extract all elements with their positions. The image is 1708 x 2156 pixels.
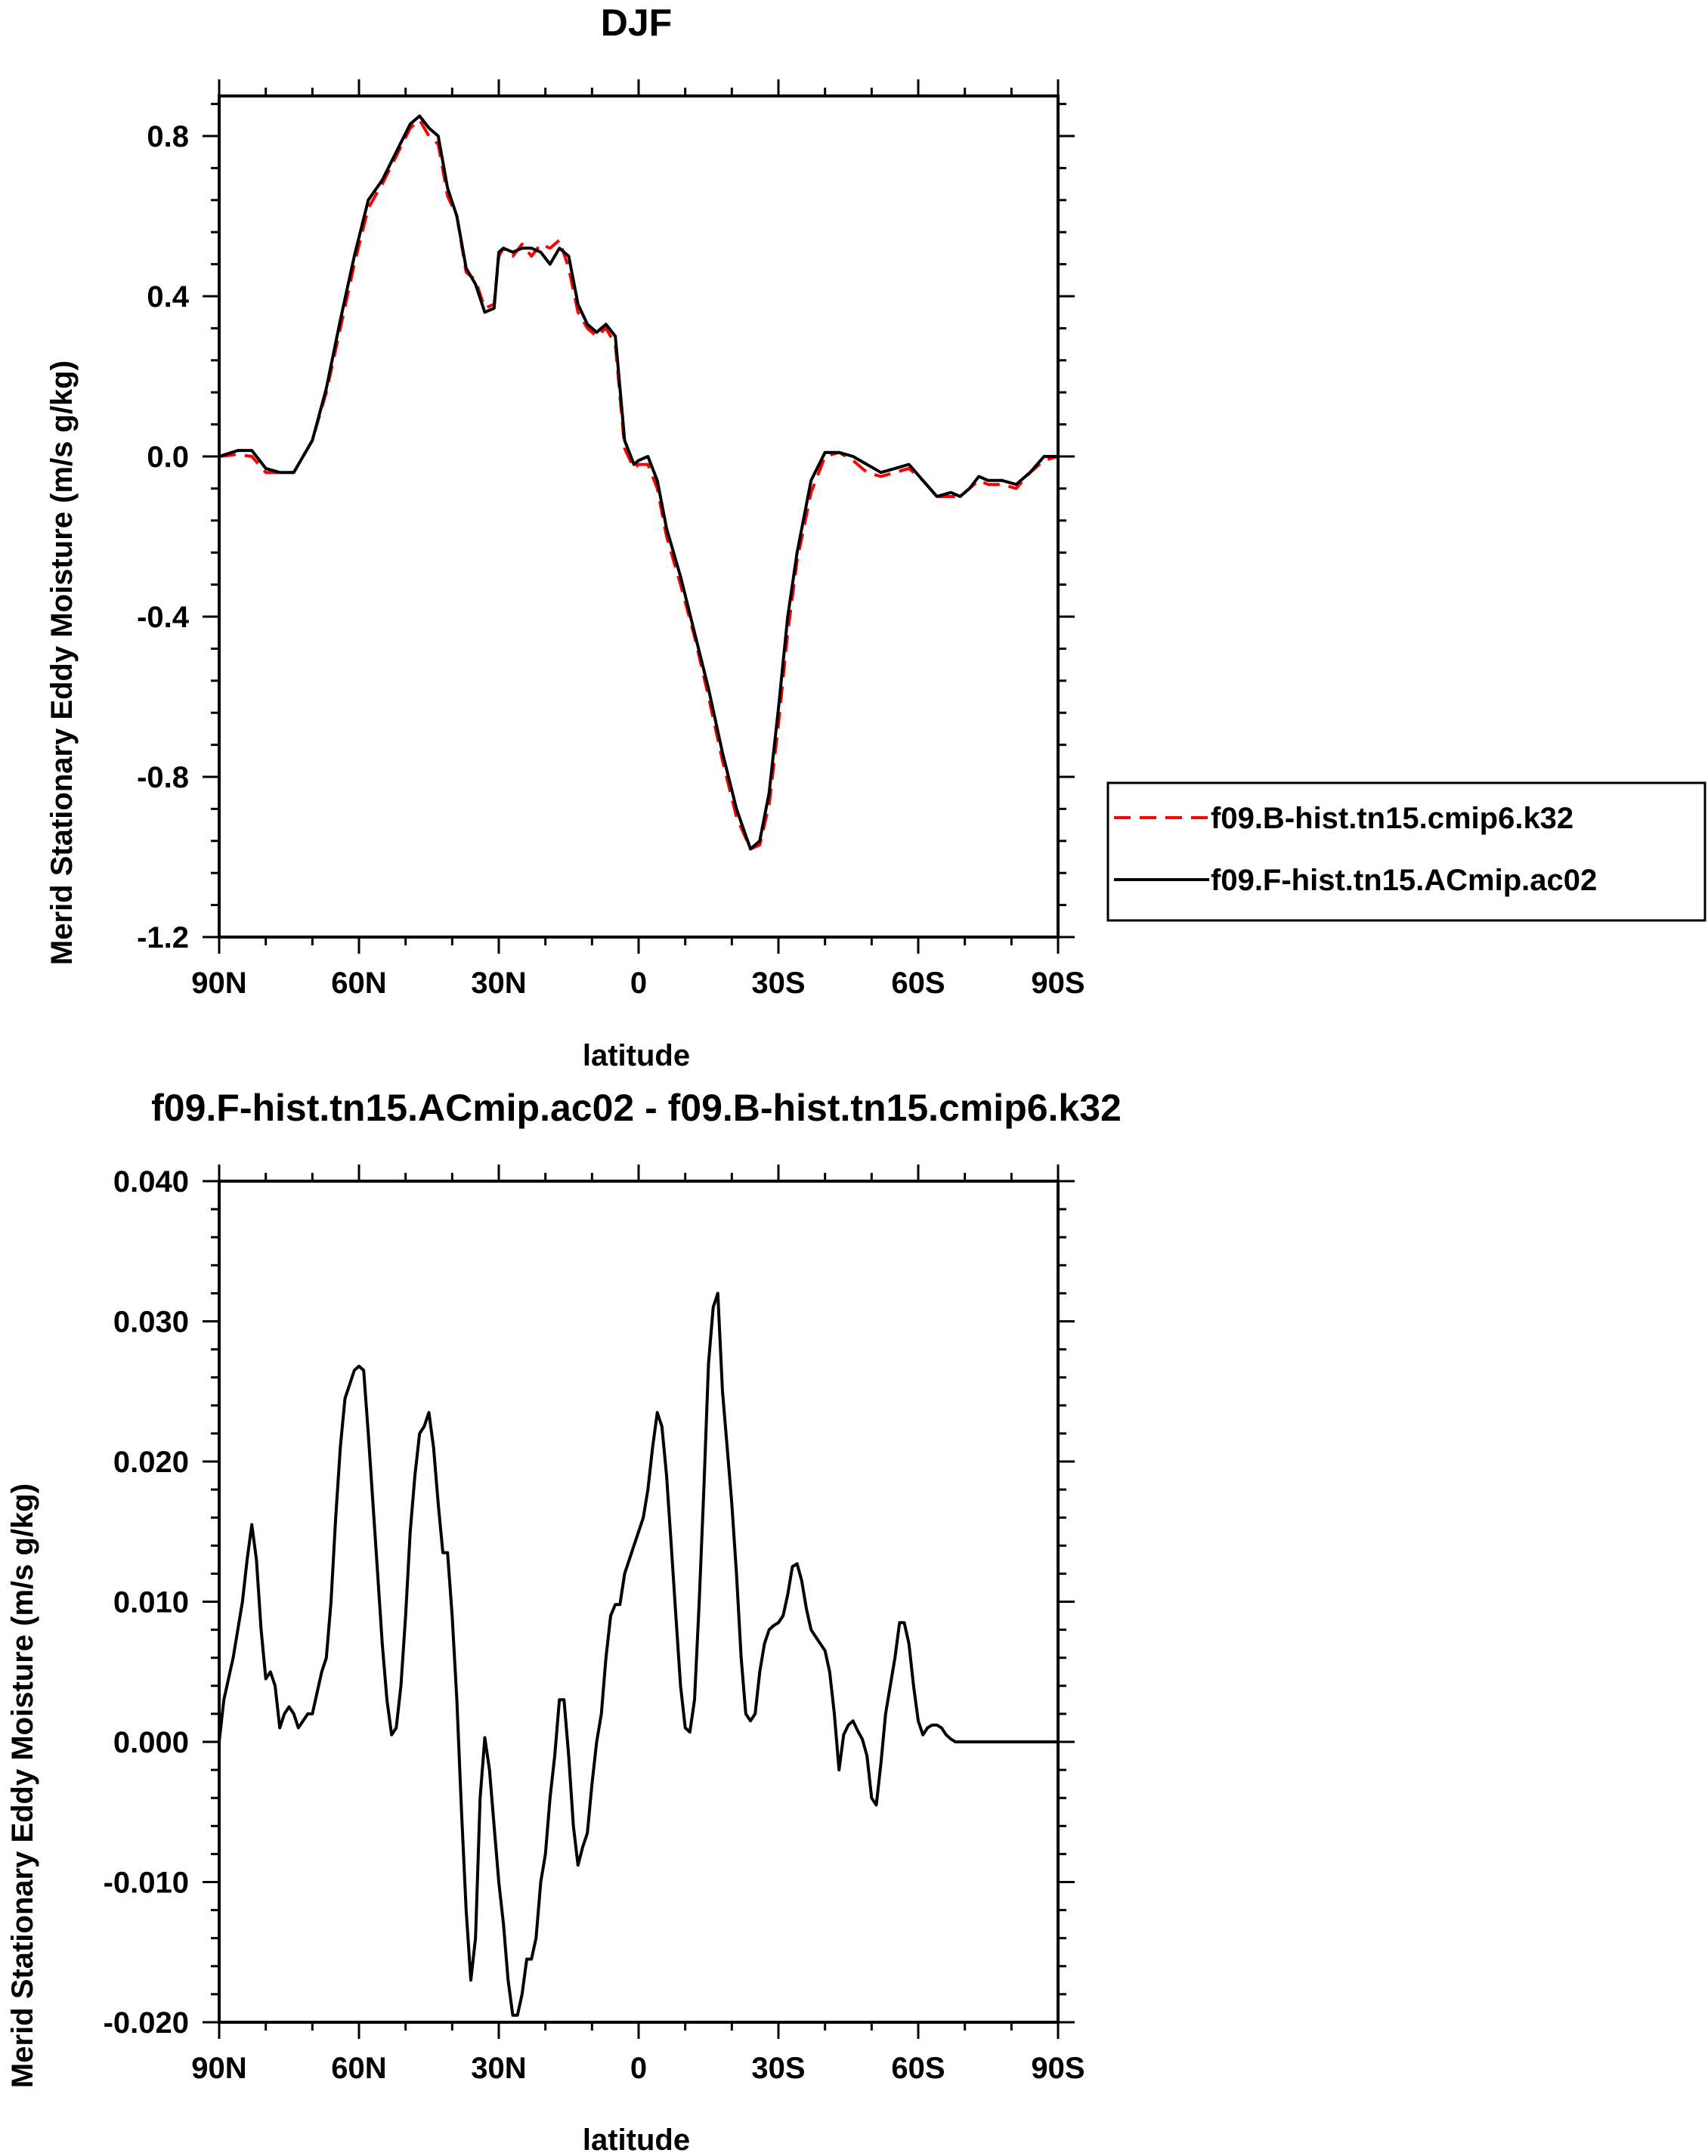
y-axis-label: Merid Stationary Eddy Moisture (m/s g/kg…: [45, 360, 79, 965]
y-tick-label: -0.8: [137, 761, 189, 794]
x-tick-label: 30S: [751, 2052, 805, 2085]
x-tick-label: 0: [630, 967, 647, 1000]
plot-area: [218, 114, 1059, 851]
x-tick-label: 60S: [891, 2052, 945, 2085]
y-tick-label: 0.000: [113, 1726, 189, 1759]
legend-label-f-hist: f09.F-hist.tn15.ACmip.ac02: [1211, 864, 1597, 897]
y-tick-label: 0.4: [147, 280, 189, 314]
x-tick-label: 60N: [331, 967, 386, 1000]
plot-frame: [218, 1180, 1060, 2024]
x-axis-label: latitude: [583, 1039, 690, 1072]
series-line-0: [218, 1291, 1058, 2017]
x-tick-label: 0: [630, 2052, 647, 2085]
x-tick-label: 90S: [1031, 2052, 1085, 2085]
y-tick-label: 0.8: [147, 120, 189, 153]
y-tick-label: 0.0: [147, 441, 189, 474]
x-tick-label: 60N: [331, 2052, 386, 2085]
x-axis: 90N 60N 30N 0 30S 60S 90S: [191, 79, 1085, 1000]
plot-frame: [218, 94, 1060, 939]
series-line-0: [218, 118, 1059, 851]
y-tick-label: -0.4: [137, 601, 190, 634]
legend: f09.B-hist.tn15.cmip6.k32 f09.F-hist.tn1…: [1106, 781, 1706, 922]
x-axis: 90N 60N 30N 0 30S 60S 90S: [191, 1165, 1085, 2085]
panel-top: DJF 0.8 0.4 0.0 -0.4 -0.8 -1.2 90N 60N 30N 0 30S 6…: [45, 2, 1085, 1072]
x-tick-label: 90N: [191, 967, 246, 1000]
legend-label-b-hist: f09.B-hist.tn15.cmip6.k32: [1211, 802, 1573, 835]
x-tick-label: 30N: [471, 2052, 526, 2085]
panel-bottom: f09.F-hist.tn15.ACmip.ac02 - f09.B-hist.…: [6, 1087, 1122, 2156]
x-tick-label: 90N: [191, 2052, 246, 2085]
y-axis-label: Merid Stationary Eddy Moisture (m/s g/kg…: [6, 1483, 39, 2088]
y-tick-label: 0.020: [113, 1446, 189, 1479]
y-tick-label: -0.010: [104, 1867, 189, 1900]
x-tick-label: 90S: [1031, 967, 1085, 1000]
y-tick-label: 0.040: [113, 1165, 189, 1199]
x-axis-label: latitude: [583, 2124, 690, 2156]
chart-title: DJF: [601, 2, 672, 44]
y-tick-label: -1.2: [137, 921, 189, 954]
x-tick-label: 30N: [471, 967, 526, 1000]
series-line-1: [218, 114, 1058, 851]
y-axis: 0.040 0.030 0.020 0.010 0.000 -0.010 -0.020: [104, 1165, 1075, 2040]
legend-box: [1106, 781, 1706, 922]
x-tick-label: 30S: [751, 967, 805, 1000]
y-tick-label: 0.010: [113, 1586, 189, 1619]
x-tick-label: 60S: [891, 967, 945, 1000]
y-tick-label: -0.020: [104, 2006, 189, 2040]
chart-title-difference: f09.F-hist.tn15.ACmip.ac02 - f09.B-hist.…: [151, 1087, 1122, 1129]
plot-area: [218, 1291, 1058, 2017]
y-tick-label: 0.030: [113, 1306, 189, 1339]
y-axis: 0.8 0.4 0.0 -0.4 -0.8 -1.2: [137, 103, 1075, 954]
